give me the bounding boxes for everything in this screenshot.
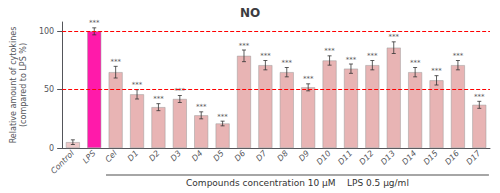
svg-text:***: *** [431,67,442,75]
svg-text:Compounds concentration 10 μM: Compounds concentration 10 μM LPS 0.5 μg… [186,178,409,188]
svg-text:***: *** [453,52,464,60]
svg-text:***: *** [89,19,100,27]
svg-text:D7: D7 [254,149,268,163]
svg-text:***: *** [132,81,143,89]
svg-text:D1: D1 [126,149,140,163]
svg-text:D5: D5 [211,149,225,163]
svg-text:D8: D8 [276,149,290,163]
svg-text:***: *** [303,75,314,83]
svg-text:***: *** [346,56,357,64]
svg-text:D11: D11 [336,149,354,167]
svg-text:D15: D15 [422,149,440,167]
svg-text:***: *** [324,47,335,55]
svg-text:D2: D2 [147,149,161,163]
svg-text:***: *** [239,42,250,50]
svg-text:***: *** [175,87,186,95]
svg-text:100: 100 [39,27,54,36]
svg-text:50: 50 [44,85,54,94]
svg-text:***: *** [282,59,293,67]
svg-text:D6: D6 [233,149,247,163]
svg-text:***: *** [474,93,485,101]
svg-text:D14: D14 [400,149,418,167]
svg-text:***: *** [153,95,164,103]
svg-text:***: *** [388,33,399,41]
svg-text:Relative amount of cytokines: Relative amount of cytokines [9,27,18,144]
svg-text:LPS: LPS [81,149,98,166]
svg-text:D9: D9 [297,149,311,163]
svg-text:0: 0 [49,144,54,153]
svg-text:***: *** [217,113,228,121]
svg-text:***: *** [367,52,378,60]
svg-text:***: *** [196,103,207,111]
svg-text:D3: D3 [169,149,183,163]
svg-text:(compared to LPS %): (compared to LPS %) [19,43,28,127]
svg-text:D10: D10 [315,149,333,167]
svg-text:Control: Control [49,148,76,175]
svg-text:Cel: Cel [103,148,119,164]
svg-text:D16: D16 [443,149,461,167]
svg-text:D12: D12 [358,149,376,167]
svg-text:***: *** [260,52,271,60]
svg-text:D17: D17 [465,149,483,167]
svg-text:D13: D13 [379,149,397,167]
svg-text:NO: NO [240,6,260,20]
svg-text:***: *** [110,58,121,66]
svg-text:***: *** [410,59,421,67]
svg-text:D4: D4 [190,149,204,163]
